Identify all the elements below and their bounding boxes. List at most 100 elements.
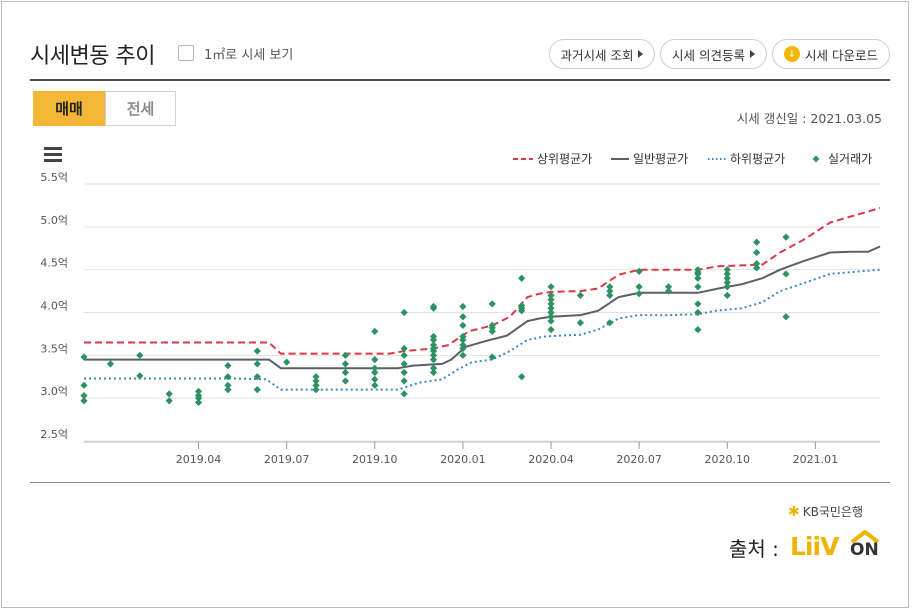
transaction-point[interactable]: [400, 377, 408, 385]
legend-item-lower[interactable]: 하위평균가: [707, 150, 785, 167]
legend-item-upper[interactable]: 상위평균가: [512, 150, 592, 167]
transaction-point[interactable]: [224, 386, 232, 394]
past-price-button[interactable]: 과거시세 조회: [549, 39, 655, 69]
transaction-point[interactable]: [723, 270, 731, 278]
transaction-point[interactable]: [488, 327, 496, 335]
transaction-point[interactable]: [694, 283, 702, 291]
transaction-point[interactable]: [694, 300, 702, 308]
transaction-point[interactable]: [547, 296, 555, 304]
transaction-point[interactable]: [80, 397, 88, 405]
transaction-point[interactable]: [782, 313, 790, 321]
transaction-point[interactable]: [606, 287, 614, 295]
transaction-point[interactable]: [753, 264, 761, 272]
transaction-point[interactable]: [194, 387, 203, 395]
transaction-point[interactable]: [459, 321, 467, 329]
transaction-point[interactable]: [400, 390, 408, 398]
transaction-point[interactable]: [429, 304, 438, 312]
transaction-point[interactable]: [723, 278, 731, 287]
transaction-point[interactable]: [371, 364, 379, 372]
transaction-point[interactable]: [165, 390, 173, 398]
transaction-point[interactable]: [753, 260, 761, 268]
transaction-point[interactable]: [694, 270, 702, 278]
area-checkbox-label[interactable]: 1㎡로 시세 보기: [204, 48, 294, 63]
transaction-point[interactable]: [224, 362, 232, 370]
transaction-point[interactable]: [80, 381, 88, 389]
transaction-point[interactable]: [459, 313, 467, 321]
transaction-point[interactable]: [312, 386, 320, 394]
transaction-point[interactable]: [371, 368, 379, 377]
transaction-point[interactable]: [782, 270, 790, 278]
transaction-point[interactable]: [371, 381, 379, 389]
transaction-point[interactable]: [429, 351, 438, 359]
transaction-point[interactable]: [80, 391, 88, 400]
transaction-point[interactable]: [80, 353, 88, 361]
transaction-point[interactable]: [518, 274, 526, 282]
tab-jeonse[interactable]: 전세: [105, 91, 176, 126]
transaction-point[interactable]: [194, 394, 203, 402]
transaction-point[interactable]: [400, 351, 408, 359]
transaction-point[interactable]: [606, 291, 614, 299]
transaction-point[interactable]: [459, 302, 467, 311]
transaction-point[interactable]: [312, 377, 320, 385]
chart-menu-icon[interactable]: [44, 147, 62, 162]
legend-item-actual[interactable]: 실거래가: [808, 150, 872, 167]
legend-item-general[interactable]: 일반평균가: [610, 150, 688, 167]
tab-sale[interactable]: 매매: [33, 91, 105, 126]
opinion-register-button[interactable]: 시세 의견등록: [660, 39, 767, 69]
transaction-point[interactable]: [253, 373, 261, 381]
transaction-point[interactable]: [723, 266, 731, 274]
transaction-point[interactable]: [518, 307, 526, 315]
transaction-point[interactable]: [194, 398, 203, 407]
transaction-point[interactable]: [723, 274, 731, 282]
transaction-point[interactable]: [253, 386, 261, 394]
transaction-point[interactable]: [429, 364, 438, 372]
transaction-point[interactable]: [694, 274, 702, 282]
transaction-point[interactable]: [400, 360, 408, 368]
transaction-point[interactable]: [664, 287, 673, 295]
transaction-point[interactable]: [547, 304, 555, 312]
transaction-point[interactable]: [723, 283, 731, 291]
transaction-point[interactable]: [547, 308, 555, 317]
transaction-point[interactable]: [694, 326, 702, 334]
transaction-point[interactable]: [371, 327, 379, 335]
transaction-point[interactable]: [606, 283, 614, 291]
transaction-point[interactable]: [224, 381, 232, 389]
transaction-point[interactable]: [283, 358, 291, 366]
transaction-point[interactable]: [782, 233, 790, 241]
transaction-point[interactable]: [635, 267, 643, 275]
transaction-point[interactable]: [341, 351, 350, 359]
transaction-point[interactable]: [429, 347, 438, 355]
transaction-point[interactable]: [694, 308, 702, 317]
transaction-point[interactable]: [753, 248, 761, 257]
transaction-point[interactable]: [371, 375, 379, 383]
transaction-point[interactable]: [547, 313, 555, 321]
transaction-point[interactable]: [547, 326, 555, 334]
transaction-point[interactable]: [547, 291, 555, 299]
transaction-point[interactable]: [224, 373, 232, 381]
transaction-point[interactable]: [400, 344, 408, 353]
transaction-point[interactable]: [341, 377, 350, 385]
transaction-point[interactable]: [488, 300, 496, 308]
transaction-point[interactable]: [459, 351, 467, 359]
transaction-point[interactable]: [341, 368, 350, 377]
transaction-point[interactable]: [371, 356, 379, 364]
transaction-point[interactable]: [518, 373, 526, 381]
transaction-point[interactable]: [253, 347, 261, 355]
transaction-point[interactable]: [606, 319, 614, 327]
transaction-point[interactable]: [429, 368, 438, 377]
transaction-point[interactable]: [547, 317, 555, 325]
transaction-point[interactable]: [165, 397, 173, 405]
transaction-point[interactable]: [253, 360, 261, 368]
transaction-point[interactable]: [312, 373, 320, 381]
transaction-point[interactable]: [312, 381, 320, 389]
transaction-point[interactable]: [547, 300, 555, 308]
transaction-point[interactable]: [429, 356, 438, 364]
transaction-point[interactable]: [106, 360, 115, 368]
transaction-point[interactable]: [429, 336, 438, 344]
price-download-button[interactable]: ↓ 시세 다운로드: [772, 39, 890, 69]
transaction-point[interactable]: [459, 344, 467, 353]
transaction-point[interactable]: [753, 238, 761, 246]
transaction-point[interactable]: [136, 351, 144, 359]
area-checkbox[interactable]: [178, 45, 194, 61]
transaction-point[interactable]: [547, 283, 555, 291]
